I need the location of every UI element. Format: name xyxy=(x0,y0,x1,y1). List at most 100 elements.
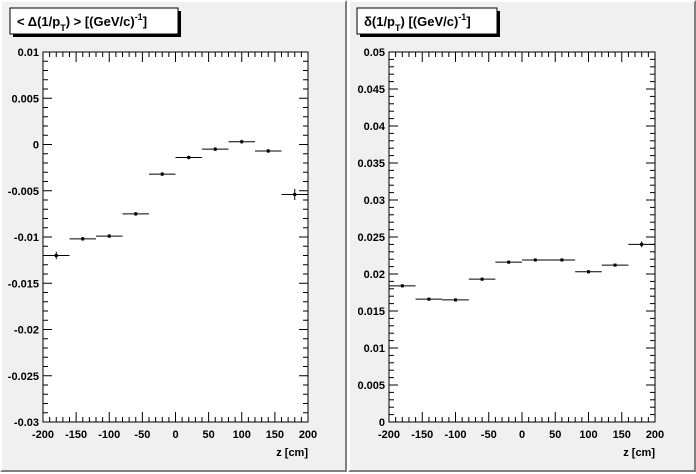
y-tick-label: -0.01 xyxy=(14,232,39,244)
marker xyxy=(400,284,404,288)
title-part: ) [(GeV/c) xyxy=(401,14,459,29)
x-tick-label: -200 xyxy=(32,429,54,441)
sigma-inv-pt-chart: 0 0.005 0.01 0.015 0.02 0.025 0.03 0.035 0.04 0.0… xyxy=(356,7,664,459)
right-chart-pad: 0 0.005 0.01 0.015 0.02 0.025 0.03 0.035 0.04 0.0… xyxy=(348,0,696,472)
chart-title-box: < Δ(1/pT) > [(GeV/c)-1] xyxy=(9,7,181,37)
x-tick-label: 200 xyxy=(646,429,664,441)
x-tick-label: 0 xyxy=(172,429,178,441)
data-point xyxy=(495,260,522,264)
data-point xyxy=(122,212,149,216)
marker xyxy=(213,147,217,151)
data-point xyxy=(468,277,496,281)
x-tick-label: 100 xyxy=(579,429,597,441)
title-part: < Δ(1/p xyxy=(17,14,60,29)
x-tick-label: 50 xyxy=(203,429,215,441)
marker xyxy=(160,172,164,176)
data-point xyxy=(255,149,282,153)
y-tick-label: 0.04 xyxy=(364,121,386,133)
data-point xyxy=(202,147,229,151)
plot-frame xyxy=(388,51,656,423)
x-tick-label: 100 xyxy=(233,429,251,441)
marker xyxy=(240,140,244,144)
x-tick-label: -150 xyxy=(65,429,87,441)
data-point xyxy=(175,155,202,160)
y-tick-label: 0 xyxy=(379,417,385,429)
marker xyxy=(187,155,191,159)
marker xyxy=(293,192,297,196)
x-tick-label: 150 xyxy=(613,429,631,441)
title-subscript: T xyxy=(395,23,401,33)
title-part: δ(1/p xyxy=(364,14,395,29)
x-tick-label: 0 xyxy=(519,429,525,441)
x-tick-label: 50 xyxy=(549,429,561,441)
title-superscript: -1 xyxy=(135,12,143,22)
x-axis-title: z [cm] xyxy=(276,447,308,459)
y-tick-label: -0.02 xyxy=(14,325,39,337)
marker xyxy=(107,234,111,238)
y-tick-label: 0.01 xyxy=(364,343,385,355)
marker xyxy=(507,260,511,264)
x-tick-label: -50 xyxy=(134,429,150,441)
title-subscript: T xyxy=(60,23,66,33)
title-part: ] xyxy=(143,14,147,29)
marker xyxy=(640,242,644,246)
marker xyxy=(54,254,58,257)
x-tick-label: -50 xyxy=(481,429,497,441)
title-superscript: -1 xyxy=(458,12,466,22)
x-tick-label: -150 xyxy=(411,429,433,441)
title-part: ] xyxy=(466,14,470,29)
marker xyxy=(480,277,484,281)
y-tick-label: 0 xyxy=(33,140,39,152)
title-part: ) > [(GeV/c) xyxy=(66,14,135,29)
data-point xyxy=(228,139,255,144)
marker xyxy=(266,149,270,153)
plot-frame xyxy=(42,51,309,423)
y-tick-label: -0.005 xyxy=(8,186,39,198)
x-tick-label: -100 xyxy=(98,429,120,441)
data-point xyxy=(442,298,469,302)
y-tick-label: 0.015 xyxy=(357,306,385,318)
marker xyxy=(454,298,457,302)
marker xyxy=(427,297,431,301)
data-point xyxy=(548,258,576,262)
y-tick-label: -0.015 xyxy=(8,278,39,290)
y-tick-label: 0.005 xyxy=(11,93,39,105)
marker xyxy=(560,258,564,262)
data-point xyxy=(43,251,70,260)
x-tick-label: -100 xyxy=(444,429,466,441)
chart-title-box: δ(1/pT) [(GeV/c)-1] xyxy=(356,7,500,37)
data-point xyxy=(389,284,416,288)
left-chart-pad: -0.03 -0.025 -0.02 -0.015 -0.01 -0.005 0 0.005 0… xyxy=(0,0,347,472)
marker xyxy=(134,212,138,216)
x-axis-title: z [cm] xyxy=(623,447,655,459)
data-point xyxy=(522,258,549,262)
data-point xyxy=(69,237,96,241)
marker xyxy=(613,263,617,267)
y-tick-label: -0.025 xyxy=(8,371,39,383)
data-point xyxy=(628,241,655,248)
y-tick-label: -0.03 xyxy=(14,417,39,429)
x-tick-label: 200 xyxy=(299,429,317,441)
y-tick-label: 0.01 xyxy=(18,47,39,59)
x-tick-label: 150 xyxy=(266,429,284,441)
y-tick-label: 0.03 xyxy=(364,195,385,207)
marker xyxy=(81,237,85,241)
data-point xyxy=(575,270,602,274)
data-point xyxy=(415,297,443,301)
data-point xyxy=(281,188,308,200)
y-tick-label: 0.045 xyxy=(357,84,385,96)
data-point xyxy=(601,263,629,267)
title-background xyxy=(356,7,498,35)
data-point xyxy=(96,234,123,238)
y-tick-label: 0.035 xyxy=(357,158,385,170)
y-tick-label: 0.02 xyxy=(364,269,385,281)
y-tick-label: 0.025 xyxy=(357,232,385,244)
chart-title: < Δ(1/pT) > [(GeV/c)-1] xyxy=(17,12,147,33)
chart-title: δ(1/pT) [(GeV/c)-1] xyxy=(364,12,471,33)
y-tick-label: 0.05 xyxy=(364,47,385,59)
data-point xyxy=(149,172,176,176)
mean-delta-inv-pt-chart: -0.03 -0.025 -0.02 -0.015 -0.01 -0.005 0 0.005 0… xyxy=(8,7,317,459)
x-tick-label: -200 xyxy=(378,429,400,441)
marker xyxy=(587,270,590,274)
y-tick-label: 0.005 xyxy=(357,380,385,392)
